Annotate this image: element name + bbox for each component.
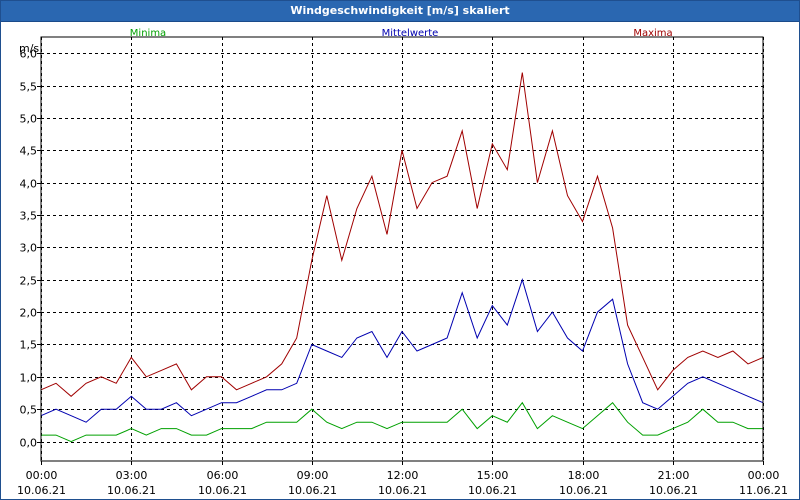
y-tick-label: 0,0 xyxy=(20,437,38,450)
x-tick-time-label: 03:00 xyxy=(116,469,148,482)
y-tick-label: 6,0 xyxy=(20,48,38,61)
y-tick-label: 5,5 xyxy=(20,81,38,94)
x-tick-time-label: 00:00 xyxy=(26,469,58,482)
legend-item-minima: Minima xyxy=(130,28,166,39)
x-tick-date-label: 10.06.21 xyxy=(468,484,517,497)
y-tick-label: 0,5 xyxy=(20,404,38,417)
x-tick-time-label: 18:00 xyxy=(568,469,600,482)
axes: 0,0 0,5 1,0 1,5 2,0 2,5 3,0 3,5 4,0 4,5 5,0 5,5 6,0m… xyxy=(17,42,788,497)
x-tick-date-label: 10.06.21 xyxy=(649,484,698,497)
y-tick-label: 2,5 xyxy=(20,275,38,288)
series-line-minima xyxy=(41,401,763,443)
x-tick-date-label: 10.06.21 xyxy=(378,484,427,497)
series-layer xyxy=(40,72,764,443)
x-tick-time-label: 15:00 xyxy=(477,469,509,482)
x-tick-date-label: 11.06.21 xyxy=(739,484,788,497)
x-tick-time-label: 00:00 xyxy=(748,469,780,482)
legend-item-maxima: Maxima xyxy=(633,28,672,39)
x-tick-date-label: 10.06.21 xyxy=(198,484,247,497)
y-tick-label: 5,0 xyxy=(20,113,38,126)
x-tick-date-label: 10.06.21 xyxy=(17,484,66,497)
y-tick-label: 3,5 xyxy=(20,210,38,223)
y-tick-label: 4,5 xyxy=(20,145,38,158)
y-tick-label: 1,5 xyxy=(20,339,38,352)
y-tick-label: 3,0 xyxy=(20,242,38,255)
y-tick-label: 2,0 xyxy=(20,307,38,320)
x-tick-date-label: 10.06.21 xyxy=(107,484,156,497)
window-title: Windgeschwindigkeit [m/s] skaliert xyxy=(290,4,510,17)
grid xyxy=(41,37,764,461)
x-tick-date-label: 10.06.21 xyxy=(288,484,337,497)
y-tick-label: 4,0 xyxy=(20,178,38,191)
title-bar: Windgeschwindigkeit [m/s] skaliert xyxy=(1,1,799,22)
y-axis-unit: m/s xyxy=(19,42,39,55)
series-line-maxima xyxy=(40,72,764,397)
x-tick-time-label: 12:00 xyxy=(387,469,419,482)
y-tick-label: 1,0 xyxy=(20,372,38,385)
legend: Minima Mittelwerte Maxima xyxy=(130,28,673,39)
x-tick-time-label: 21:00 xyxy=(658,469,690,482)
x-tick-time-label: 09:00 xyxy=(297,469,329,482)
x-tick-date-label: 10.06.21 xyxy=(559,484,608,497)
wind-speed-chart: Minima Mittelwerte Maxima 0,0 0,5 1,0 1,5 2,0 2… xyxy=(17,28,788,497)
series-line-mittelwerte xyxy=(40,278,764,423)
legend-item-mittelwerte: Mittelwerte xyxy=(382,28,439,39)
x-tick-time-label: 06:00 xyxy=(207,469,239,482)
